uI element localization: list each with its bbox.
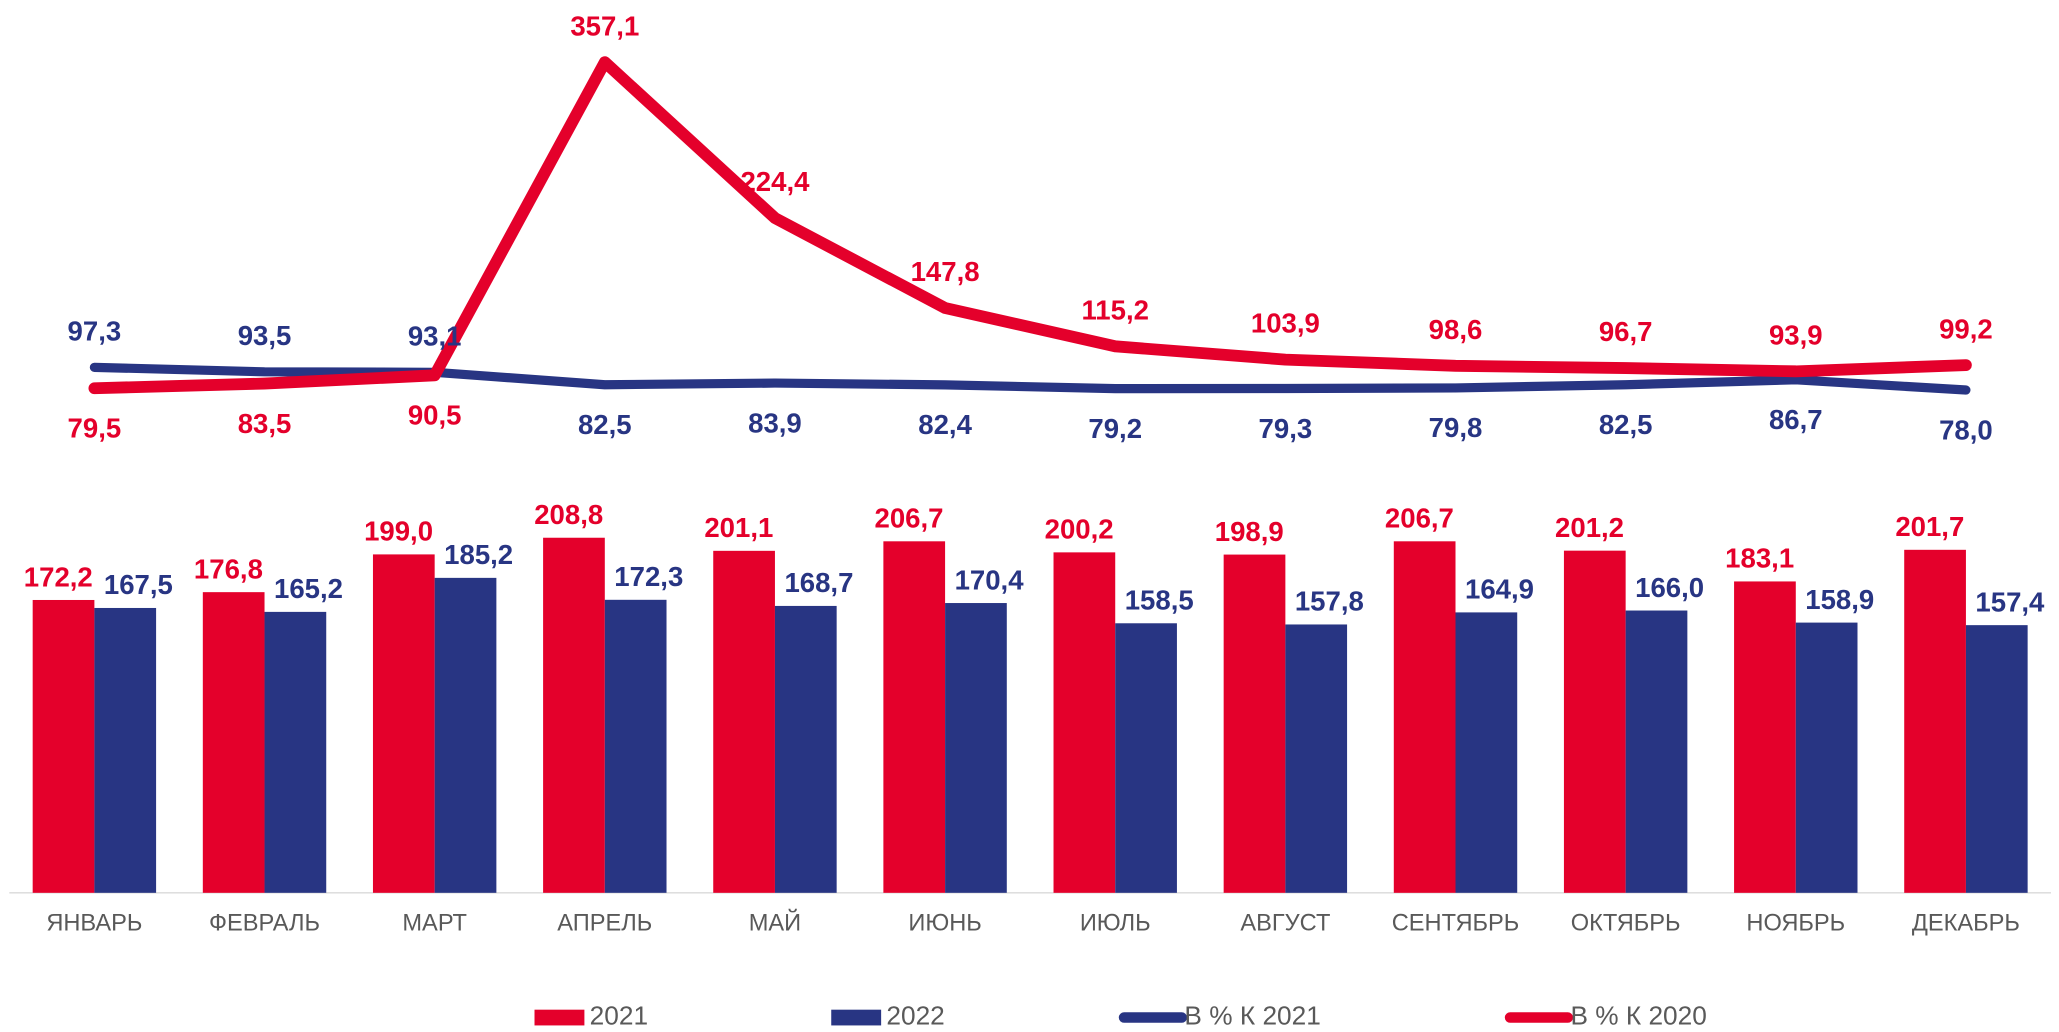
bar	[945, 603, 1007, 893]
data-label: 167,5	[104, 569, 173, 600]
data-label: 103,9	[1251, 308, 1320, 339]
bar	[1053, 552, 1116, 893]
data-label: 201,2	[1555, 512, 1624, 543]
data-label: 147,8	[911, 256, 980, 287]
x-tick-label: АВГУСТ	[1240, 911, 1330, 937]
x-tick-label: ДЕКАБРЬ	[1912, 911, 2020, 937]
data-label: 201,1	[704, 512, 773, 543]
data-label: 172,2	[24, 561, 93, 592]
bar	[1393, 541, 1456, 893]
data-label: 201,7	[1895, 511, 1964, 542]
data-label: 200,2	[1045, 514, 1114, 545]
bar	[372, 554, 435, 893]
data-label: 166,0	[1635, 572, 1704, 603]
data-label: 79,5	[68, 413, 122, 444]
data-label: 96,7	[1599, 316, 1653, 347]
legend-swatch	[534, 1009, 585, 1026]
bar	[1795, 622, 1858, 893]
x-tick-label: ЯНВАРЬ	[46, 911, 142, 937]
line	[88, 56, 1972, 395]
x-tick-label: ФЕВРАЛЬ	[209, 911, 320, 937]
data-label: 98,6	[1429, 314, 1483, 345]
bar	[264, 611, 327, 893]
data-label: 78,0	[1939, 414, 1993, 445]
data-label: 198,9	[1215, 516, 1284, 547]
data-label: 224,4	[740, 166, 810, 197]
legend-label: 2021	[590, 1000, 648, 1030]
data-label: 168,7	[784, 567, 853, 598]
x-tick-label: МАЙ	[749, 909, 801, 937]
legend-label: 2022	[886, 1000, 944, 1030]
bar	[1285, 624, 1348, 893]
bar	[94, 607, 157, 893]
data-label: 115,2	[1081, 294, 1148, 325]
bar	[434, 577, 497, 893]
data-label: 93,5	[238, 320, 292, 351]
x-tick-label: АПРЕЛЬ	[557, 911, 652, 937]
bar	[604, 599, 667, 893]
x-tick-label: ИЮЛЬ	[1080, 911, 1151, 937]
data-label: 83,5	[238, 408, 292, 439]
data-label: 357,1	[570, 10, 639, 41]
bar	[774, 605, 837, 893]
data-label: 99,2	[1939, 313, 1993, 344]
data-label: 170,4	[955, 564, 1025, 595]
data-label: 172,3	[614, 561, 683, 592]
data-label: 185,2	[444, 539, 513, 570]
data-label: 157,8	[1295, 586, 1364, 617]
data-label: 86,7	[1769, 404, 1823, 435]
bar	[202, 592, 265, 893]
bar	[1904, 549, 1966, 893]
data-label: 165,2	[274, 573, 343, 604]
x-tick-label: МАРТ	[402, 911, 467, 937]
data-label: 176,8	[194, 553, 263, 584]
bar	[883, 541, 946, 893]
bar	[543, 537, 605, 893]
data-label: 157,4	[1975, 586, 2045, 617]
bar	[32, 599, 95, 893]
x-tick-label: СЕНТЯБРЬ	[1392, 911, 1520, 937]
bar	[1115, 623, 1177, 893]
data-label: 82,5	[578, 409, 632, 440]
bar	[1625, 610, 1688, 893]
data-label: 79,8	[1429, 412, 1483, 443]
x-tick-label: ИЮНЬ	[908, 911, 981, 937]
data-label: 199,0	[364, 516, 433, 547]
data-label: 82,4	[918, 409, 972, 440]
bar	[1223, 554, 1286, 893]
data-label: 164,9	[1465, 574, 1534, 605]
legend-label: В % К 2020	[1570, 1000, 1706, 1030]
data-label: 183,1	[1725, 543, 1794, 574]
data-label: 93,9	[1769, 319, 1823, 350]
data-label: 208,8	[534, 499, 603, 530]
bar	[1734, 581, 1796, 893]
x-tick-label: ОКТЯБРЬ	[1571, 911, 1681, 937]
data-label: 79,2	[1088, 413, 1142, 444]
data-label: 206,7	[1385, 503, 1454, 534]
data-label: 79,3	[1259, 413, 1313, 444]
data-label: 158,5	[1125, 585, 1194, 616]
legend-swatch	[831, 1009, 882, 1026]
bar	[1455, 612, 1518, 893]
data-label: 90,5	[408, 400, 462, 431]
bar	[1563, 550, 1626, 893]
x-tick-label: НОЯБРЬ	[1746, 911, 1845, 937]
legend-label: В % К 2021	[1184, 1000, 1320, 1030]
data-label: 82,5	[1599, 409, 1653, 440]
data-label: 97,3	[68, 315, 122, 346]
data-label: 93,1	[408, 320, 462, 351]
data-label: 158,9	[1805, 584, 1874, 615]
data-label: 206,7	[874, 503, 943, 534]
bar	[713, 550, 775, 893]
data-label: 83,9	[748, 407, 802, 438]
bar	[1965, 625, 2028, 893]
